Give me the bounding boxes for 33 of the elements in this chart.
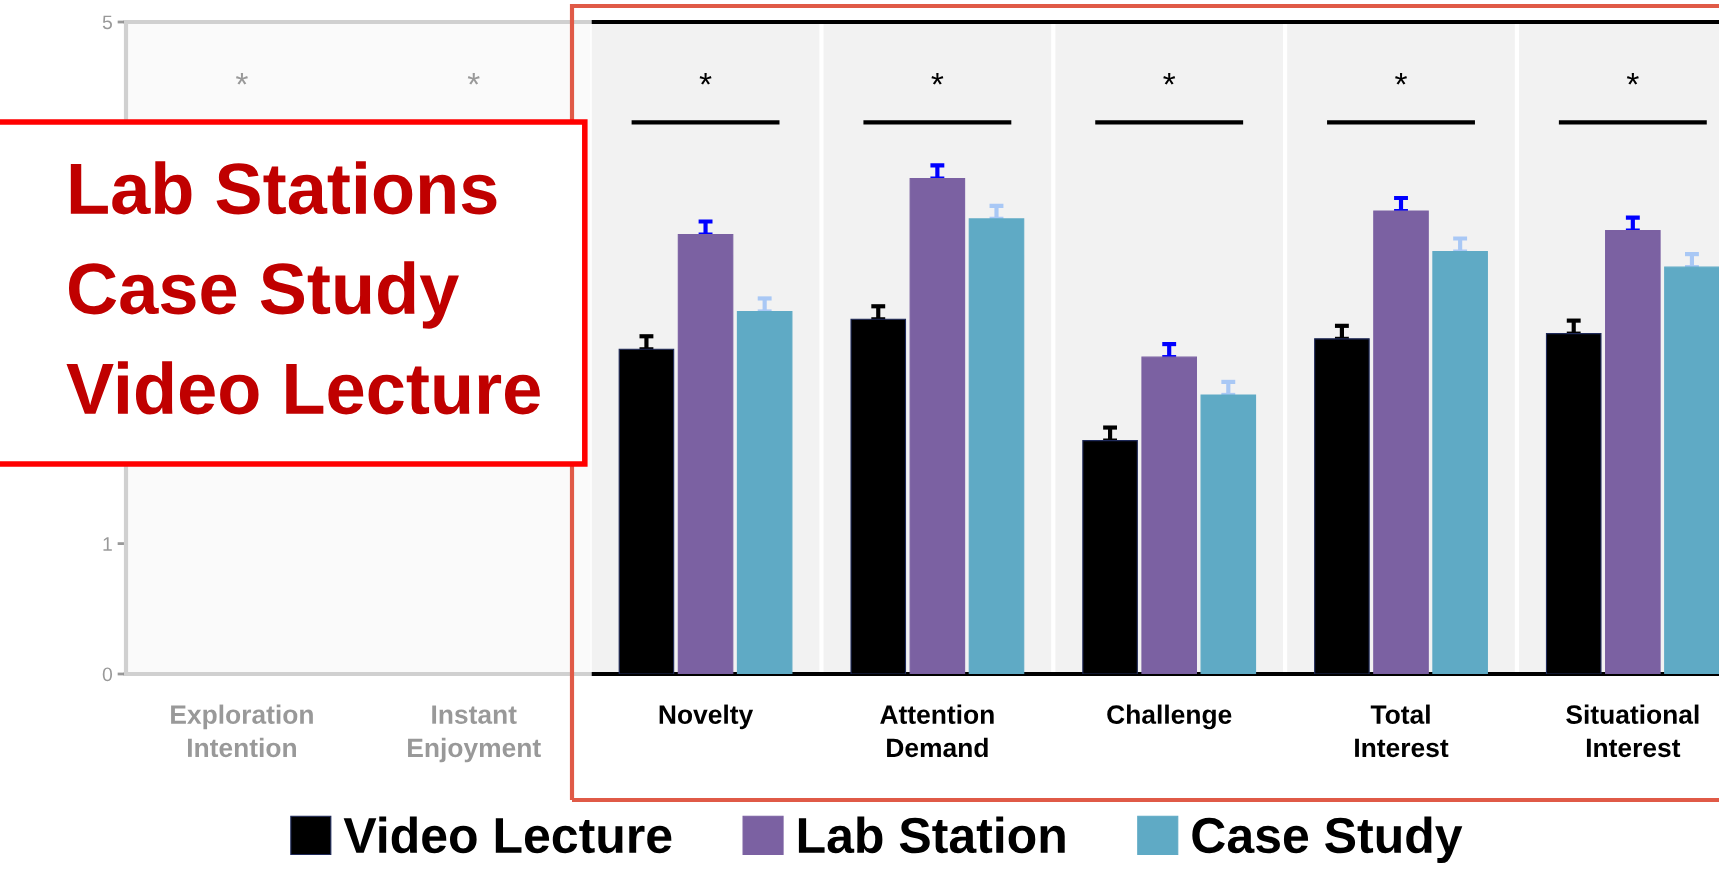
annotation: *	[467, 72, 480, 85]
y-tick-label: 5	[102, 15, 112, 30]
annotation: *	[235, 72, 248, 85]
annotation: Lab Stations	[70, 161, 497, 215]
bar	[1432, 250, 1488, 674]
annotation: *	[931, 72, 944, 85]
legend-label: Case Study	[1192, 816, 1463, 864]
y-tick-label: 1	[103, 537, 112, 551]
annotation: Case Study	[68, 261, 459, 329]
bar	[1200, 394, 1257, 674]
annotation: *	[1395, 72, 1407, 85]
legend-label: Lab Station	[798, 816, 1065, 854]
bar	[1373, 210, 1429, 674]
bar	[1605, 230, 1661, 674]
bar	[1664, 266, 1719, 674]
x-tick-label: Situational Interest	[1566, 704, 1699, 758]
annotation: *	[699, 72, 712, 85]
x-tick-label: Challenge	[1107, 704, 1232, 730]
x-tick-label: Novelty	[659, 704, 754, 730]
y-tick-label: 0	[102, 667, 113, 682]
x-tick-label: Attention Demand	[880, 704, 994, 758]
bar	[736, 310, 793, 674]
bar	[968, 218, 1025, 674]
annotation: Video Lecture	[66, 361, 540, 415]
bar	[909, 177, 966, 674]
annotation: *	[1626, 72, 1639, 85]
bar	[1141, 356, 1197, 674]
x-tick-label: Total Interest	[1355, 704, 1449, 758]
legend-label: Video Lecture	[343, 816, 672, 854]
x-tick-label: Exploration Intention	[171, 704, 313, 758]
bar	[677, 233, 734, 674]
x-tick-label: Instant Enjoyment	[408, 705, 541, 763]
annotation: *	[1163, 72, 1176, 85]
